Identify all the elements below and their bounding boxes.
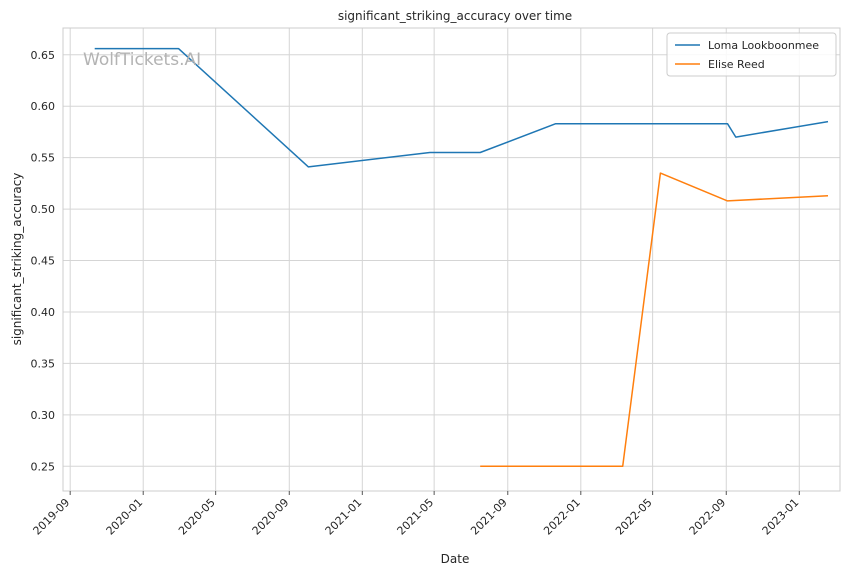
series-lines <box>94 47 829 468</box>
legend-label-elise: Elise Reed <box>708 58 765 71</box>
legend-box <box>666 32 837 77</box>
chart-title: significant_striking_accuracy over time <box>338 9 572 23</box>
y-tick-label: 0.25 <box>31 460 56 473</box>
y-tick-label: 0.60 <box>31 100 56 113</box>
y-tick-label: 0.50 <box>31 203 56 216</box>
x-axis-title: Date <box>441 552 470 566</box>
y-tick-label: 0.35 <box>31 357 56 370</box>
watermark-text: WolfTickets.AI <box>83 50 201 70</box>
legend-label-loma: Loma Lookboonmee <box>708 39 819 52</box>
legend: Loma Lookboonmee Elise Reed <box>666 32 837 77</box>
grid <box>63 28 840 491</box>
y-tick-label: 0.55 <box>31 152 56 165</box>
plot-area <box>62 27 841 492</box>
series-line-0 <box>94 47 829 168</box>
y-tick-label: 0.30 <box>31 409 56 422</box>
y-tick-label: 0.40 <box>31 306 56 319</box>
y-axis-title: significant_striking_accuracy <box>10 173 24 346</box>
series-line-1 <box>480 172 829 468</box>
y-tick-label: 0.65 <box>31 49 56 62</box>
y-tick-label: 0.45 <box>31 255 56 268</box>
